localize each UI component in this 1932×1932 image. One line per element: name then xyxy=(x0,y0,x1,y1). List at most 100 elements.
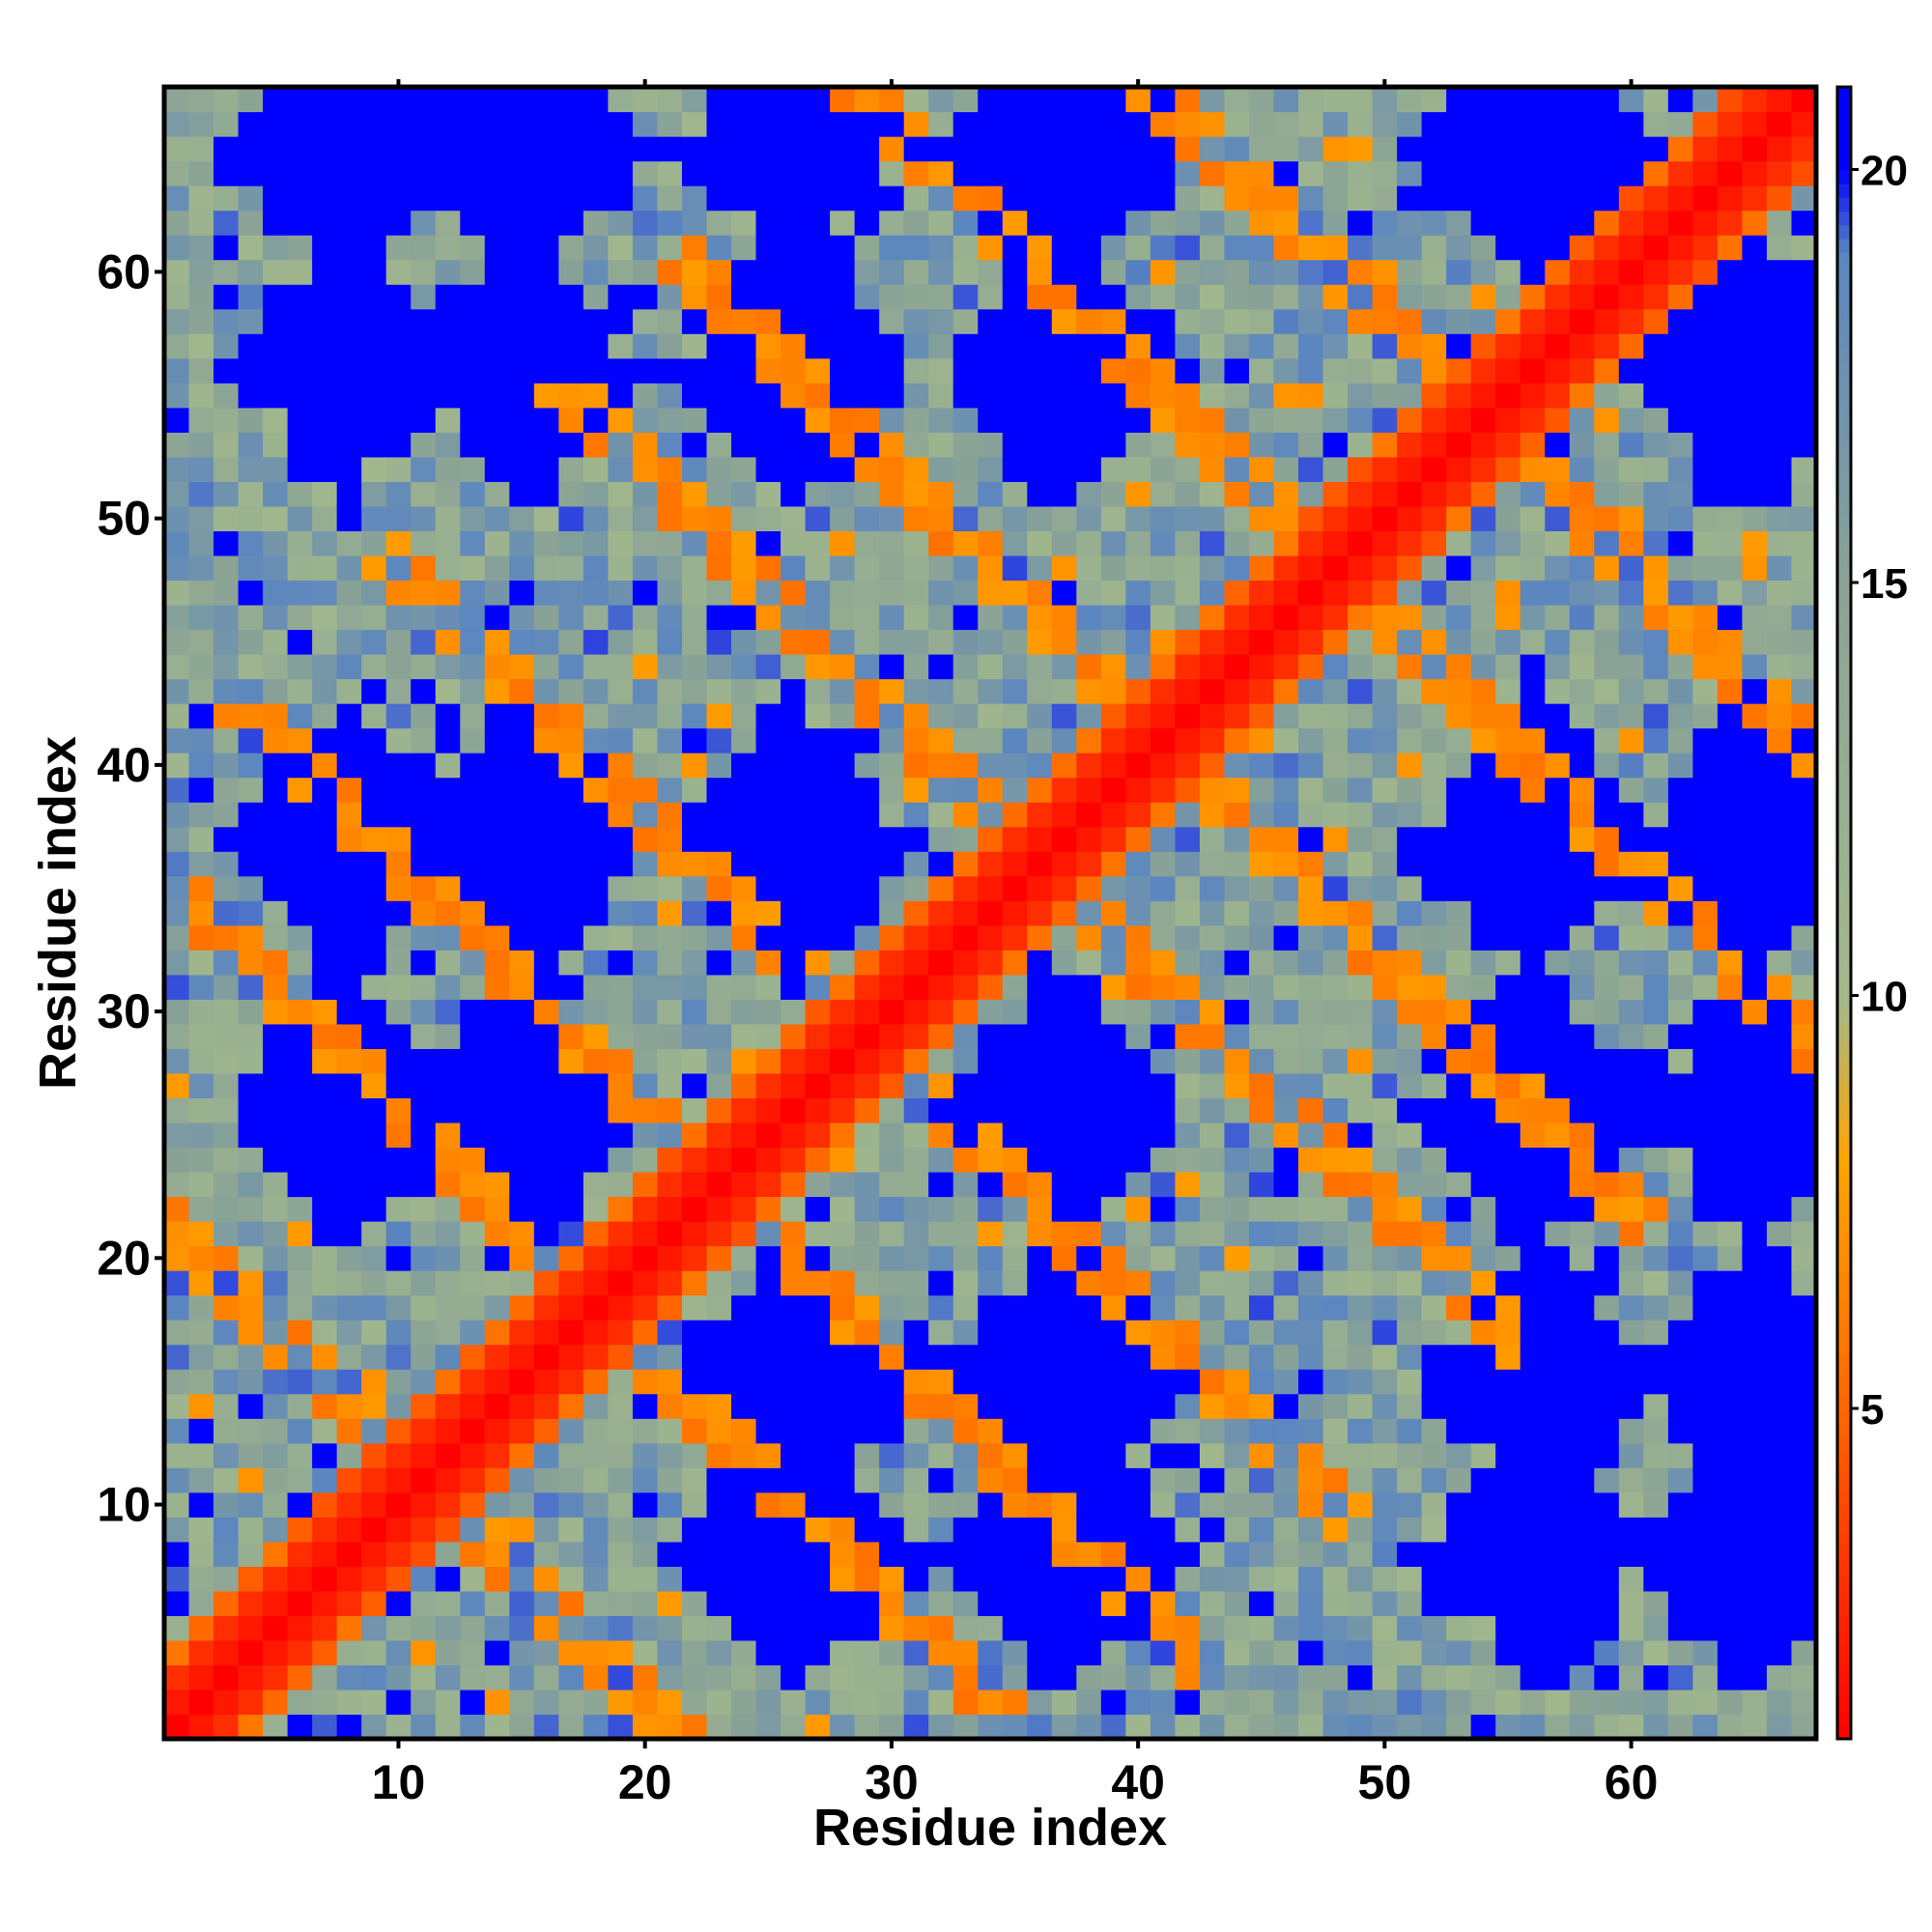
heatmap-cell xyxy=(336,604,362,631)
heatmap-cell xyxy=(312,1270,338,1296)
heatmap-cell xyxy=(336,974,362,1000)
heatmap-cell xyxy=(657,284,683,310)
heatmap-cell xyxy=(1051,1418,1077,1444)
heatmap-cell xyxy=(1125,1418,1151,1444)
heatmap-cell xyxy=(533,308,559,334)
heatmap-cell xyxy=(1545,1492,1571,1518)
heatmap-cell xyxy=(1446,87,1472,113)
heatmap-cell xyxy=(1175,950,1201,976)
heatmap-cell xyxy=(1348,333,1374,359)
heatmap-cell xyxy=(1150,456,1177,482)
heatmap-cell xyxy=(1618,554,1644,582)
heatmap-cell xyxy=(1298,1714,1324,1740)
heatmap-cell xyxy=(928,1270,954,1296)
colorbar-segment xyxy=(1837,156,1851,171)
heatmap-cell xyxy=(1348,1023,1374,1049)
heatmap-cell xyxy=(755,1418,781,1444)
heatmap-cell xyxy=(1224,481,1250,507)
heatmap-cell xyxy=(435,604,461,631)
heatmap-cell xyxy=(1495,875,1521,901)
heatmap-cell xyxy=(1667,235,1693,261)
heatmap-cell xyxy=(1298,753,1324,779)
heatmap-cell xyxy=(755,87,781,113)
heatmap-cell xyxy=(1322,1492,1349,1518)
heatmap-cell xyxy=(1766,950,1793,976)
heatmap-cell xyxy=(1766,1467,1793,1493)
heatmap-cell xyxy=(1051,1196,1077,1222)
heatmap-cell xyxy=(681,1122,708,1149)
heatmap-cell xyxy=(509,1442,535,1468)
heatmap-cell xyxy=(1298,1639,1324,1666)
heatmap-cell xyxy=(1298,1320,1324,1346)
heatmap-cell xyxy=(213,284,240,310)
heatmap-cell xyxy=(1791,629,1817,655)
heatmap-cell xyxy=(1397,1442,1423,1468)
heatmap-cell xyxy=(1594,654,1620,680)
heatmap-cell xyxy=(1298,580,1324,606)
heatmap-cell xyxy=(1545,826,1571,852)
heatmap-cell xyxy=(411,1714,437,1740)
heatmap-cell xyxy=(1348,629,1374,655)
heatmap-cell xyxy=(632,284,659,310)
heatmap-cell xyxy=(1594,1171,1620,1198)
heatmap-cell xyxy=(731,481,757,507)
heatmap-cell xyxy=(1273,924,1299,951)
heatmap-cell xyxy=(1199,1221,1226,1247)
heatmap-cell xyxy=(1397,1245,1423,1271)
heatmap-cell xyxy=(336,703,362,729)
heatmap-cell xyxy=(632,802,659,828)
heatmap-cell xyxy=(312,924,338,951)
heatmap-cell xyxy=(755,629,781,655)
heatmap-cell xyxy=(1446,753,1472,779)
heatmap-cell xyxy=(164,950,190,976)
heatmap-cell xyxy=(1372,1689,1398,1716)
heatmap-cell xyxy=(1667,974,1693,1000)
heatmap-cell xyxy=(608,1590,634,1616)
heatmap-cell xyxy=(533,210,559,236)
heatmap-cell xyxy=(1298,1590,1324,1616)
heatmap-cell xyxy=(1100,950,1126,976)
heatmap-cell xyxy=(657,1122,683,1149)
heatmap-cell xyxy=(1545,580,1571,606)
heatmap-cell xyxy=(533,136,559,162)
heatmap-cell xyxy=(1051,1714,1077,1740)
heatmap-cell xyxy=(238,604,264,631)
heatmap-cell xyxy=(1594,1664,1620,1690)
heatmap-cell xyxy=(903,1320,929,1346)
heatmap-cell xyxy=(263,210,289,236)
heatmap-cell xyxy=(1348,851,1374,877)
heatmap-cell xyxy=(1446,1072,1472,1099)
heatmap-cell xyxy=(1446,1714,1472,1740)
heatmap-cell xyxy=(903,826,929,852)
heatmap-cell xyxy=(854,950,880,976)
heatmap-cell xyxy=(460,654,486,680)
heatmap-cell xyxy=(1298,1171,1324,1198)
heatmap-cell xyxy=(1076,580,1102,606)
heatmap-cell xyxy=(1273,1418,1299,1444)
heatmap-cell xyxy=(336,1023,362,1049)
heatmap-cell xyxy=(1348,1048,1374,1074)
heatmap-cell xyxy=(188,1122,214,1149)
heatmap-cell xyxy=(830,1122,856,1149)
heatmap-cell xyxy=(1470,1320,1496,1346)
heatmap-cell xyxy=(435,185,461,212)
heatmap-cell xyxy=(805,1122,831,1149)
heatmap-cell xyxy=(805,1320,831,1346)
heatmap-cell xyxy=(1594,554,1620,582)
heatmap-cell xyxy=(188,1369,214,1395)
heatmap-cell xyxy=(1348,802,1374,828)
heatmap-cell xyxy=(854,654,880,680)
heatmap-cell xyxy=(781,1442,807,1468)
heatmap-cell xyxy=(533,530,559,556)
heatmap-cell xyxy=(1470,777,1496,803)
heatmap-cell xyxy=(755,1294,781,1321)
heatmap-cell xyxy=(1027,432,1053,458)
heatmap-cell xyxy=(1643,1442,1669,1468)
colorbar-segment xyxy=(1837,651,1851,667)
heatmap-cell xyxy=(533,950,559,976)
heatmap-cell xyxy=(805,950,831,976)
colorbar-segment xyxy=(1837,1394,1851,1409)
heatmap-cell xyxy=(879,727,905,753)
heatmap-cell xyxy=(1224,136,1250,162)
heatmap-cell xyxy=(1076,554,1102,582)
